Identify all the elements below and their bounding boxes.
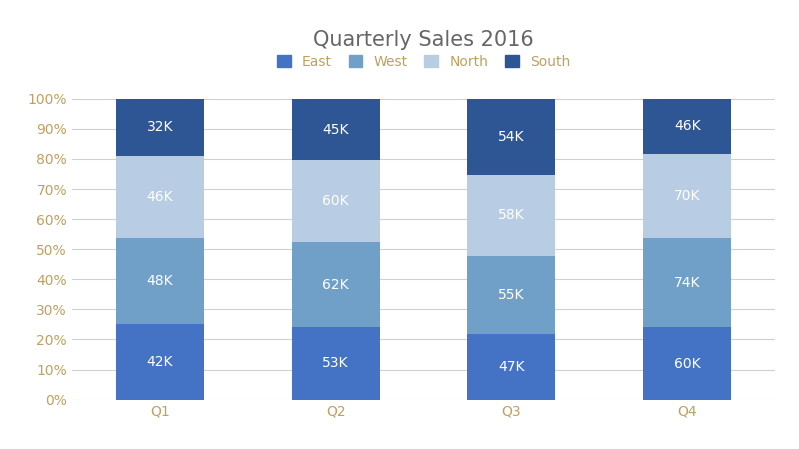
Text: 60K: 60K [674,357,701,370]
Text: 42K: 42K [146,355,173,369]
Bar [116,99,204,156]
Bar [116,156,204,238]
Bar [643,99,731,154]
Bar [116,238,204,324]
Bar [643,154,731,238]
Bar [643,238,731,327]
Bar [292,99,380,160]
Text: 45K: 45K [322,123,349,136]
Text: 47K: 47K [498,360,525,374]
Bar [292,242,380,327]
Text: 74K: 74K [674,276,701,290]
Text: 54K: 54K [498,130,525,144]
Bar [292,160,380,242]
Bar [643,327,731,400]
Text: 58K: 58K [498,208,525,222]
Legend: East, West, North, South: East, West, North, South [276,55,570,69]
Text: 46K: 46K [146,190,173,204]
Bar [467,334,555,400]
Text: 55K: 55K [498,288,525,302]
Text: 32K: 32K [146,120,173,134]
Bar [292,327,380,400]
Bar [467,99,555,175]
Text: 46K: 46K [674,119,701,133]
Text: 70K: 70K [674,189,701,203]
Text: 62K: 62K [322,278,349,292]
Bar [116,324,204,400]
Bar [467,256,555,334]
Text: 60K: 60K [322,194,349,208]
Text: 48K: 48K [146,274,173,288]
Bar [467,175,555,256]
Text: 53K: 53K [322,357,349,370]
Title: Quarterly Sales 2016: Quarterly Sales 2016 [313,30,534,50]
